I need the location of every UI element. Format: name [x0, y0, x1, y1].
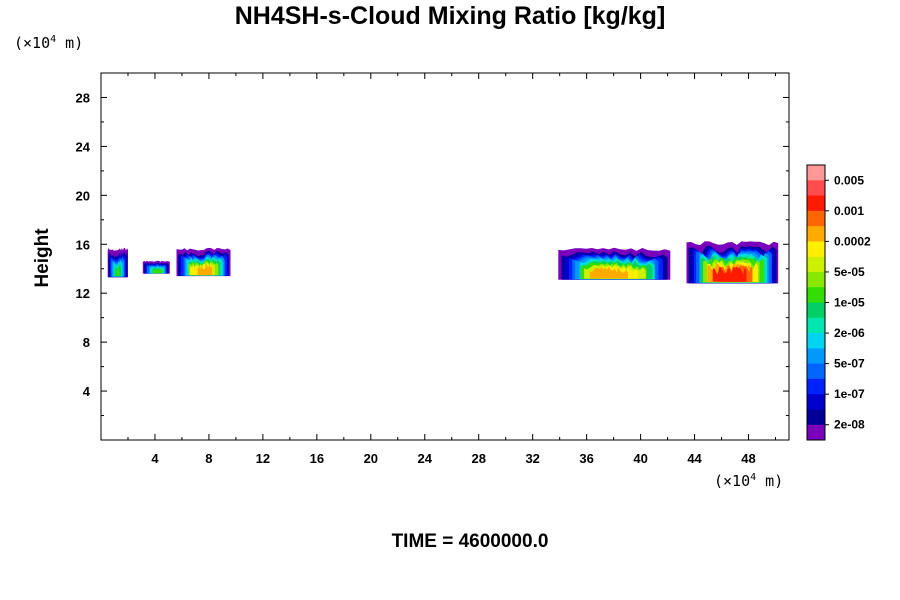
- y-tick-label: 24: [76, 139, 91, 154]
- plot-frame: [100, 72, 790, 441]
- chart-title: NH4SH-s-Cloud Mixing Ratio [kg/kg]: [234, 2, 666, 30]
- colorbar-swatch: [807, 378, 825, 395]
- colorbar-swatch: [807, 165, 825, 181]
- x-tick-label: 20: [364, 451, 378, 466]
- y-tick-label: 20: [76, 188, 90, 203]
- colorbar-swatch: [807, 363, 825, 380]
- x-axis-unit: (×104 m): [714, 472, 784, 490]
- cloud-contour-level: [116, 265, 120, 277]
- x-tick-label: 48: [741, 451, 755, 466]
- y-tick-label: 12: [76, 286, 90, 301]
- colorbar-swatch: [807, 226, 825, 242]
- colorbar-swatch: [807, 241, 825, 258]
- colorbar-label: 1e-07: [834, 387, 865, 401]
- x-tick-label: 28: [471, 451, 485, 466]
- x-tick-label: 40: [633, 451, 647, 466]
- x-tick-label: 24: [418, 451, 433, 466]
- colorbar-swatch: [807, 409, 825, 426]
- y-tick-label: 16: [76, 237, 90, 252]
- x-tick-label: 8: [205, 451, 212, 466]
- colorbar-swatch: [807, 287, 825, 303]
- colorbar-swatch: [807, 271, 825, 288]
- colorbar-label: 5e-05: [834, 265, 865, 279]
- y-tick-label: 28: [76, 90, 90, 105]
- colorbar-swatch: [807, 348, 825, 365]
- time-label: TIME = 4600000.0: [391, 531, 549, 552]
- x-tick-label: 16: [310, 451, 324, 466]
- colorbar-label: 2e-08: [834, 418, 865, 432]
- colorbar: 0.005 0.001 0.0002 5e-05 1e-05 2e-06 5e-07 1e-0…: [806, 164, 871, 441]
- colorbar-swatch: [807, 195, 825, 212]
- colorbar-swatch: [807, 394, 825, 410]
- y-tick-label: 8: [83, 335, 90, 350]
- colorbar-swatch: [807, 180, 825, 196]
- x-tick-label: 36: [579, 451, 593, 466]
- x-tick-label: 44: [687, 451, 702, 466]
- colorbar-label: 5e-07: [834, 357, 865, 371]
- x-tick-label: 32: [525, 451, 539, 466]
- colorbar-label: 2e-06: [834, 326, 865, 340]
- colorbar-swatch: [807, 317, 825, 334]
- cloud-contour-level: [153, 268, 163, 274]
- y-tick-label: 4: [83, 384, 91, 399]
- colorbar-label: 0.005: [834, 173, 864, 187]
- x-tick-label: 4: [151, 451, 159, 466]
- x-tick-label: 12: [256, 451, 270, 466]
- colorbar-swatch: [807, 424, 825, 441]
- colorbar-swatch: [807, 256, 825, 273]
- colorbar-swatch: [807, 210, 825, 227]
- cloud-contour-level: [589, 266, 629, 279]
- cloud-field: [107, 241, 779, 284]
- cloud-contour-level: [712, 266, 747, 282]
- colorbar-swatch: [807, 333, 825, 349]
- cloud-contour-level: [197, 264, 213, 275]
- colorbar-swatch: [807, 302, 825, 319]
- colorbar-label: 0.0002: [834, 234, 871, 248]
- y-axis-unit: (×104 m): [14, 34, 84, 52]
- colorbar-label: 0.001: [834, 204, 864, 218]
- colorbar-label: 1e-05: [834, 296, 865, 310]
